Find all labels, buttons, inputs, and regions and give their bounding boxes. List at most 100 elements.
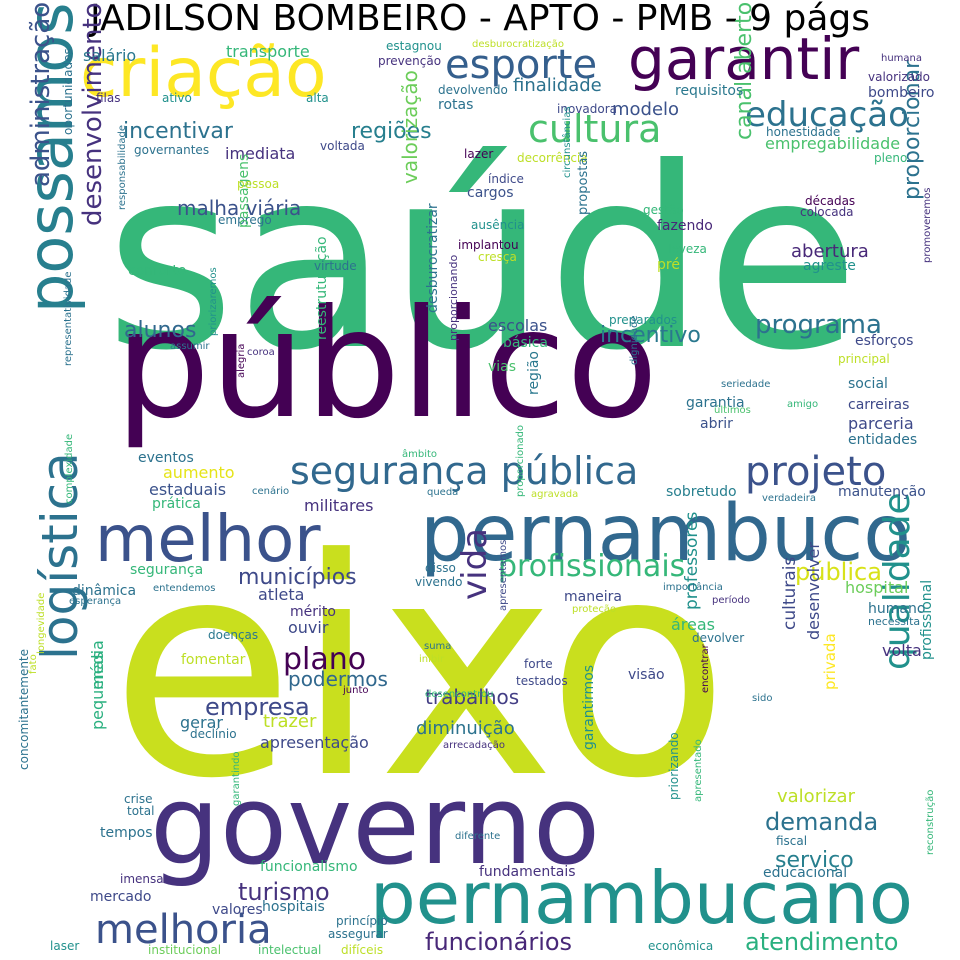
cloud-word: proporcionado xyxy=(515,424,526,497)
cloud-word: esporte xyxy=(445,42,598,88)
cloud-word: serviço xyxy=(775,848,854,873)
cloud-word: bombeiro xyxy=(868,85,935,101)
cloud-word: declínio xyxy=(190,727,237,741)
cloud-word: cresça xyxy=(478,250,517,264)
cloud-word: seriedade xyxy=(721,379,771,390)
cloud-word: salário xyxy=(83,46,137,65)
cloud-word: desburocratização xyxy=(472,39,564,50)
cloud-word: emprego xyxy=(218,213,272,227)
cloud-word: décadas xyxy=(805,194,856,208)
cloud-word: pública xyxy=(795,558,882,586)
cloud-word: devolver xyxy=(692,631,745,645)
cloud-word: pré xyxy=(657,257,680,273)
cloud-word: apresentação xyxy=(260,733,369,752)
cloud-word: militares xyxy=(304,496,374,515)
cloud-word: pleno xyxy=(874,151,908,165)
cloud-word: saúde xyxy=(105,114,860,405)
cloud-word: aumento xyxy=(163,463,235,482)
cloud-word: alunos xyxy=(124,318,197,343)
cloud-word: desenvolver xyxy=(804,542,823,640)
cloud-word: empregabilidade xyxy=(765,134,901,153)
cloud-word: princípio xyxy=(336,914,388,928)
cloud-word: pernambuco xyxy=(420,489,911,579)
cloud-word: assumir xyxy=(170,341,210,352)
cloud-word: entendemos xyxy=(153,583,216,594)
cloud-word: prevenção xyxy=(378,54,442,68)
cloud-word: valorização xyxy=(398,70,422,184)
cloud-word: estagnou xyxy=(386,39,442,53)
cloud-word: assegurar xyxy=(328,927,388,941)
cloud-word: apresentado xyxy=(693,739,704,802)
cloud-word: honestidade xyxy=(766,125,841,139)
cloud-word: abertura xyxy=(791,241,869,262)
cloud-word: vida xyxy=(455,528,495,600)
cloud-word: volta xyxy=(882,641,922,660)
cloud-word: profissional xyxy=(919,579,935,660)
cloud-word: garantir xyxy=(628,25,860,93)
cloud-word: suma xyxy=(424,641,452,652)
cloud-word: inibir xyxy=(419,654,445,665)
cloud-word: fato xyxy=(28,654,39,674)
cloud-word: encontrar xyxy=(700,644,711,693)
cloud-word: trazer xyxy=(263,711,317,732)
cloud-word: responsabilidade xyxy=(117,124,128,210)
cloud-word: queda xyxy=(427,487,459,498)
cloud-word: educação xyxy=(745,95,909,135)
cloud-word: básica xyxy=(503,335,548,351)
cloud-word: maneira xyxy=(564,589,622,605)
cloud-word: cargos xyxy=(467,185,514,201)
cloud-word: privada xyxy=(821,633,839,690)
cloud-word: reconstrução xyxy=(925,789,936,855)
cloud-word: alta xyxy=(306,91,329,105)
cloud-word: âmbito xyxy=(402,449,438,460)
cloud-word: desenvolvimento xyxy=(78,2,108,226)
cloud-word: priorizaremos xyxy=(208,267,219,336)
cloud-word: modelo xyxy=(612,99,680,120)
cloud-word: leveza xyxy=(668,242,707,256)
cloud-word: fiscal xyxy=(776,834,808,848)
cloud-word: incentivar xyxy=(123,119,233,144)
cloud-word: dinâmica xyxy=(72,583,137,599)
cloud-word: criação xyxy=(80,34,327,113)
cloud-word: gerar xyxy=(180,713,223,732)
cloud-word: professores xyxy=(682,511,702,610)
cloud-word: valorizado xyxy=(868,70,931,84)
cloud-word: educacional xyxy=(763,865,848,881)
cloud-word: sobretudo xyxy=(666,484,737,500)
cloud-word: inovadora xyxy=(557,102,617,116)
cloud-word: escolas xyxy=(488,316,548,335)
cloud-word: abrir xyxy=(700,416,733,432)
cloud-word: pernambucano xyxy=(370,856,913,940)
cloud-word: principal xyxy=(838,352,890,366)
cloud-word: hospitais xyxy=(262,899,325,915)
cloud-word: segurança pública xyxy=(290,449,639,493)
cloud-word: manutenção xyxy=(838,484,926,500)
cloud-word: laser xyxy=(50,939,80,953)
cloud-word: público xyxy=(115,278,659,452)
cloud-word: desencontrou xyxy=(425,689,494,700)
cloud-word: valorizar xyxy=(777,786,855,807)
cloud-word: junto xyxy=(343,685,369,696)
cloud-word: carreiras xyxy=(848,397,910,413)
cloud-word: visão xyxy=(628,667,665,683)
cloud-word: oportunidades xyxy=(61,48,75,135)
cloud-word: diferente xyxy=(455,831,501,842)
cloud-word: região xyxy=(526,351,542,395)
cloud-word: preparados xyxy=(609,313,678,327)
cloud-word: pessoa xyxy=(237,177,280,191)
cloud-word: agravada xyxy=(531,489,579,500)
cloud-word: intelectual xyxy=(258,943,322,957)
cloud-word: requisitos xyxy=(675,83,744,99)
cloud-word: programa xyxy=(755,310,882,340)
cloud-word: últimos xyxy=(714,405,751,416)
cloud-word: segurança xyxy=(130,562,204,578)
cloud-word: doenças xyxy=(208,628,259,642)
cloud-word: agreste xyxy=(803,258,856,274)
cloud-word: finalidade xyxy=(513,75,602,96)
cloud-word: lazer xyxy=(464,147,494,161)
cloud-word: turismo xyxy=(238,878,330,906)
cloud-word: profissionais xyxy=(498,549,686,584)
cloud-word: ativo xyxy=(162,91,192,105)
cloud-word: filas xyxy=(96,91,121,105)
